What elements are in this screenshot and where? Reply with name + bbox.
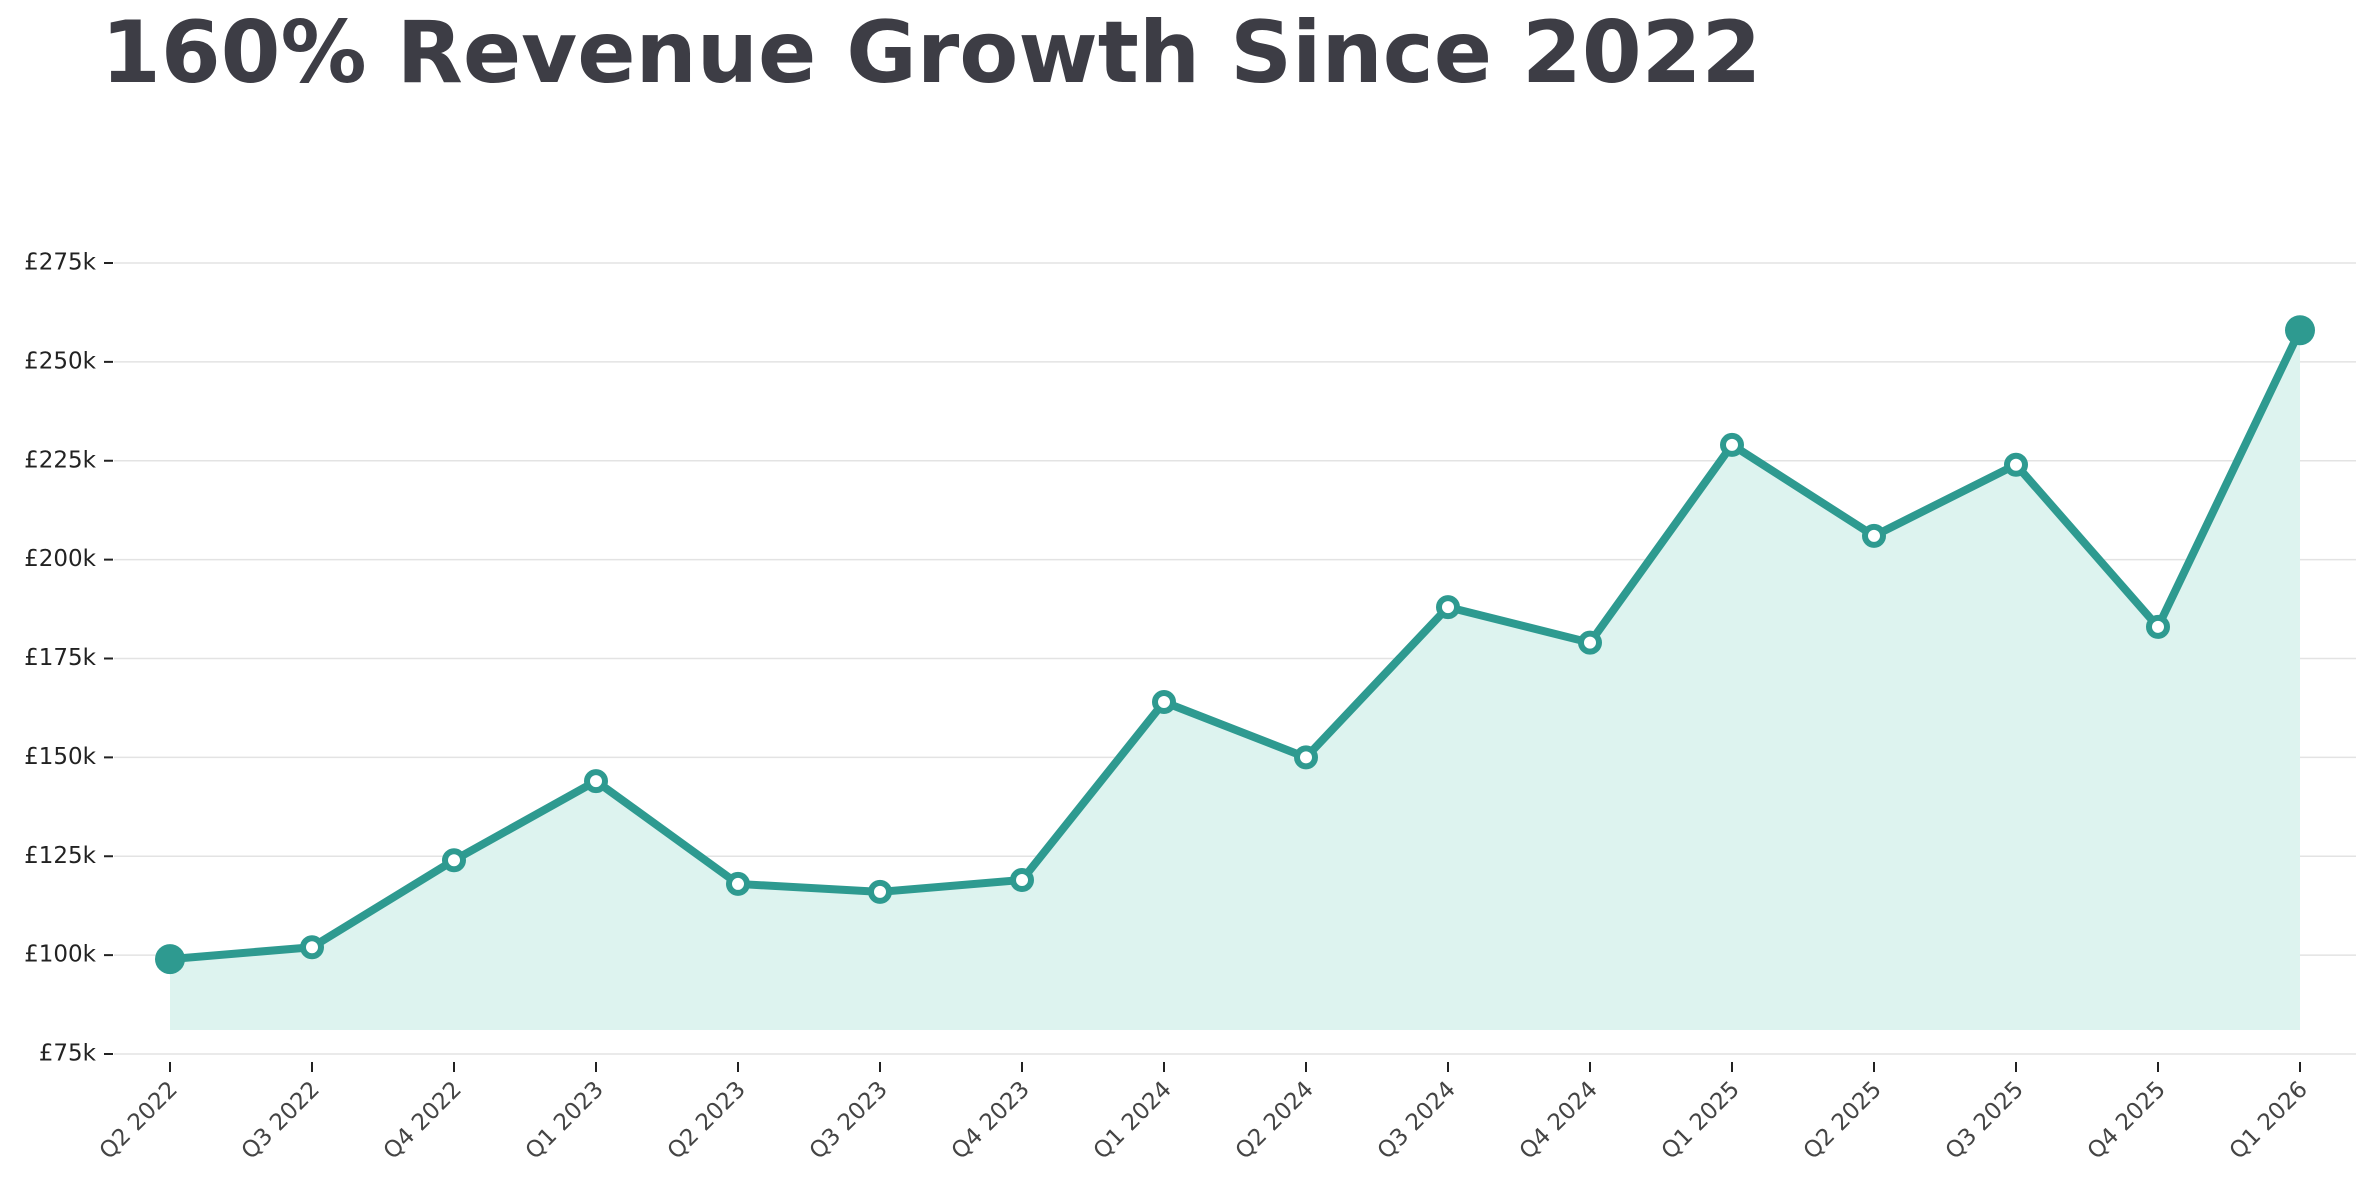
x-tick-label: Q1 2024 xyxy=(1089,1076,1177,1164)
point xyxy=(2285,315,2315,346)
y-tick-label: £225k xyxy=(24,447,97,473)
point xyxy=(1152,690,1176,715)
x-tick-label: Q1 2026 xyxy=(2225,1076,2313,1164)
x-tick-label: Q4 2024 xyxy=(1515,1076,1603,1164)
x-tick-label: Q1 2023 xyxy=(521,1076,609,1164)
x-tick-label: Q3 2025 xyxy=(1941,1076,2029,1164)
x-tick-label: Q3 2022 xyxy=(237,1076,325,1164)
point xyxy=(1436,595,1460,620)
y-tick-label: £150k xyxy=(24,744,97,770)
y-tick-label: £250k xyxy=(24,348,97,374)
y-tick-label: £125k xyxy=(24,843,97,869)
x-tick-label: Q2 2025 xyxy=(1799,1076,1887,1164)
point xyxy=(584,769,608,794)
y-tick-label: £275k xyxy=(24,250,97,276)
point xyxy=(726,871,750,896)
x-tick-label: Q2 2023 xyxy=(663,1076,751,1164)
point xyxy=(300,935,324,960)
point xyxy=(1578,630,1602,655)
point xyxy=(2146,614,2170,639)
point xyxy=(1010,867,1034,892)
y-tick-label: £75k xyxy=(39,1041,97,1067)
x-tick-label: Q4 2023 xyxy=(947,1076,1035,1164)
x-tick-label: Q2 2022 xyxy=(95,1076,183,1164)
y-tick-label: £200k xyxy=(24,546,97,572)
point xyxy=(1294,745,1318,770)
line xyxy=(169,328,2304,964)
x-tick-label: Q4 2022 xyxy=(379,1076,467,1164)
point xyxy=(2004,452,2028,477)
point xyxy=(1720,432,1744,457)
x-tick-label: Q3 2023 xyxy=(805,1076,893,1164)
x-tick-label: Q1 2025 xyxy=(1657,1076,1745,1164)
area xyxy=(170,330,2300,1030)
point xyxy=(442,848,466,873)
y-tick-label: £100k xyxy=(24,942,97,968)
point xyxy=(868,879,892,904)
x-tick-label: Q2 2024 xyxy=(1231,1076,1319,1164)
x-tick-label: Q3 2024 xyxy=(1373,1076,1461,1164)
point xyxy=(155,944,185,975)
x-tick-label: Q4 2025 xyxy=(2083,1076,2171,1164)
chart-title: 160% Revenue Growth Since 2022 xyxy=(101,3,1761,103)
y-tick-label: £175k xyxy=(24,645,97,671)
point xyxy=(1862,523,1886,548)
